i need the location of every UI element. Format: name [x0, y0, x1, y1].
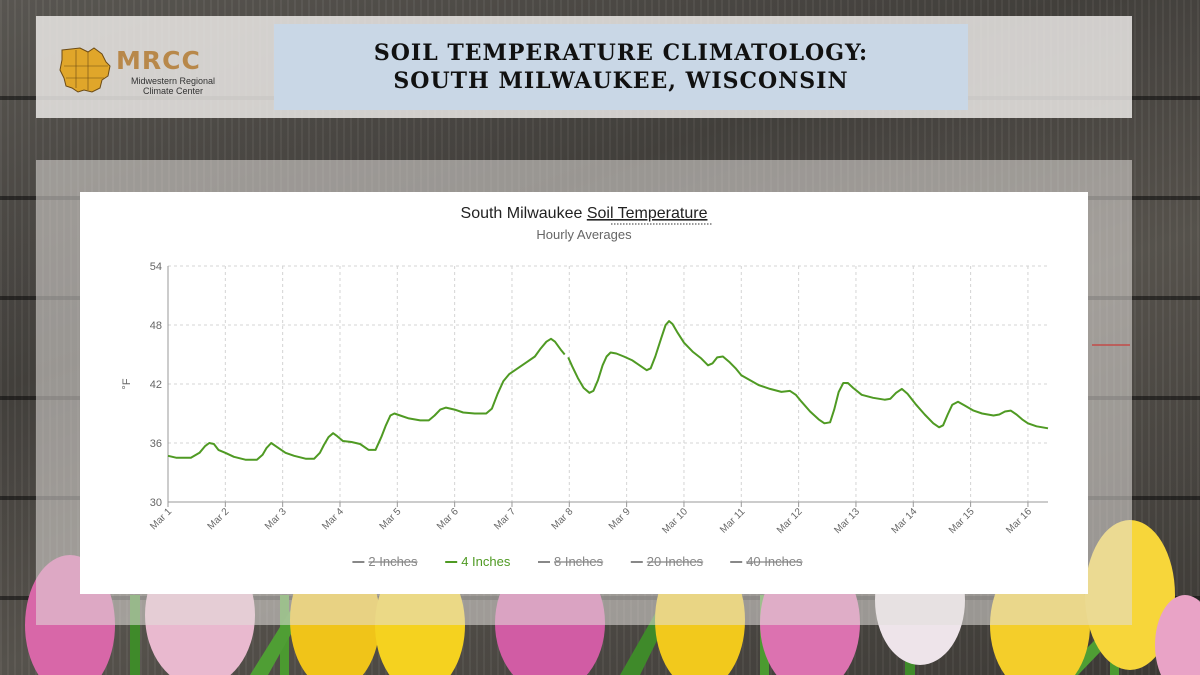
x-axis-ticks: Mar 1 Mar 2 Mar 3 Mar 4 Mar 5 Mar 6 Mar 7 Mar 8… [148, 502, 1034, 536]
chart-title-link[interactable]: Soil Temperature [587, 205, 708, 222]
logo-subtitle: Midwestern Regional Climate Center [118, 76, 228, 96]
x-tick-label: Mar 9 [607, 506, 633, 532]
y-tick-label: 54 [150, 261, 162, 273]
x-tick-label: Mar 3 [263, 506, 289, 532]
logo-wordmark: MRCC [116, 46, 201, 75]
soil-temperature-chart: South Milwaukee Soil Temperature Hourly … [80, 192, 1088, 594]
legend-item[interactable]: 40 Inches [730, 554, 803, 569]
y-tick-label: 42 [150, 379, 162, 391]
x-tick-label: Mar 14 [890, 506, 920, 536]
series-line-4-inches [168, 339, 565, 460]
x-tick-label: Mar 4 [320, 506, 346, 532]
mrcc-logo: MRCC Midwestern Regional Climate Center [58, 44, 228, 98]
chart-series [168, 321, 1048, 460]
chart-title: South Milwaukee Soil Temperature [461, 205, 708, 222]
x-tick-label: Mar 11 [718, 506, 748, 536]
x-tick-label: Mar 12 [775, 506, 805, 536]
x-tick-label: Mar 5 [378, 506, 404, 532]
legend-item[interactable]: 2 Inches [352, 554, 418, 569]
legend-item[interactable]: 20 Inches [631, 554, 704, 569]
legend-label: 40 Inches [746, 554, 803, 569]
y-axis-label: °F [121, 378, 133, 389]
y-tick-label: 36 [150, 438, 162, 450]
chart-grid [168, 266, 1048, 502]
y-tick-label: 48 [150, 320, 162, 332]
page-title-line2: SOUTH MILWAUKEE, WISCONSIN [393, 67, 848, 95]
x-tick-label: Mar 15 [947, 506, 977, 536]
x-tick-label: Mar 2 [206, 506, 232, 532]
chart-legend: 2 Inches 4 Inches 8 Inches 20 Inches 40 Inch… [352, 554, 803, 569]
page-title: SOIL TEMPERATURE CLIMATOLOGY: SOUTH MILW… [274, 24, 968, 110]
page-title-line1: SOIL TEMPERATURE CLIMATOLOGY: [374, 39, 868, 67]
logo-subtitle-line2: Climate Center [118, 86, 228, 96]
legend-item[interactable]: 4 Inches [445, 554, 511, 569]
x-tick-label: Mar 13 [832, 506, 862, 536]
x-tick-label: Mar 7 [492, 506, 518, 532]
x-tick-label: Mar 1 [148, 506, 174, 532]
y-tick-label: 30 [150, 497, 162, 509]
legend-label: 2 Inches [368, 554, 418, 569]
series-line-4-inches [568, 321, 1048, 428]
chart-card: South Milwaukee Soil Temperature Hourly … [80, 192, 1088, 594]
chart-subtitle: Hourly Averages [536, 227, 632, 242]
x-tick-label: Mar 16 [1004, 506, 1034, 536]
x-tick-label: Mar 8 [550, 506, 576, 532]
decorative-edge-mark [1092, 344, 1130, 346]
legend-label: 4 Inches [461, 554, 511, 569]
logo-subtitle-line1: Midwestern Regional [118, 76, 228, 86]
x-tick-label: Mar 10 [660, 506, 690, 536]
header-panel: MRCC Midwestern Regional Climate Center … [36, 16, 1132, 118]
legend-label: 8 Inches [554, 554, 604, 569]
midwest-map-icon [58, 44, 114, 94]
legend-label: 20 Inches [647, 554, 704, 569]
y-axis-ticks: 30 36 42 48 54 [150, 261, 162, 509]
x-tick-label: Mar 6 [435, 506, 461, 532]
chart-title-prefix: South Milwaukee [461, 205, 587, 222]
legend-item[interactable]: 8 Inches [538, 554, 604, 569]
